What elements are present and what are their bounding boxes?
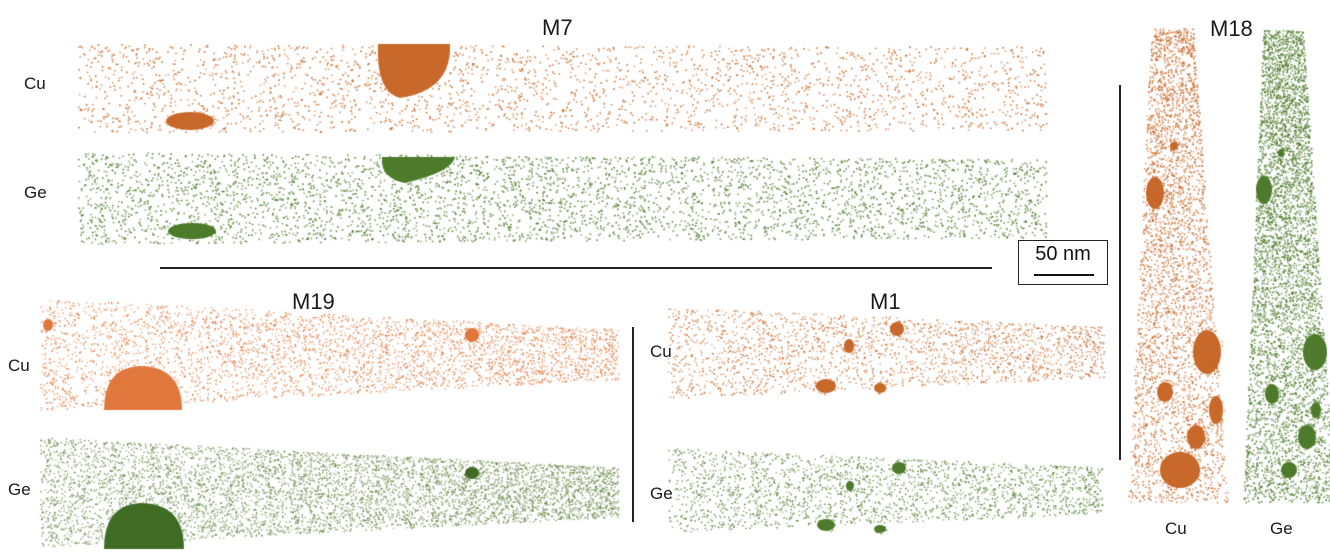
label-m19-cu: Cu [8,356,30,375]
scale-bar-label: 50 nm [1035,243,1091,265]
panel-title-m1: M1 [870,289,901,314]
panel-title-m19: M19 [292,289,335,314]
label-m7-ge: Ge [24,183,47,202]
label-m7-cu: Cu [24,74,46,93]
divider-vertical-m19-m1 [632,327,634,522]
label-m1-ge: Ge [650,484,673,503]
divider-horizontal-main [160,267,992,269]
divider-vertical-m18 [1119,85,1121,460]
label-m1-cu: Cu [650,342,672,361]
label-m19-ge: Ge [8,480,31,499]
panel-title-m18: M18 [1210,16,1253,41]
label-m18-ge: Ge [1270,519,1293,538]
scale-bar-line [1034,274,1094,276]
label-m18-cu: Cu [1165,519,1187,538]
scale-bar: 50 nm [1018,240,1108,285]
panel-title-m7: M7 [542,15,573,40]
